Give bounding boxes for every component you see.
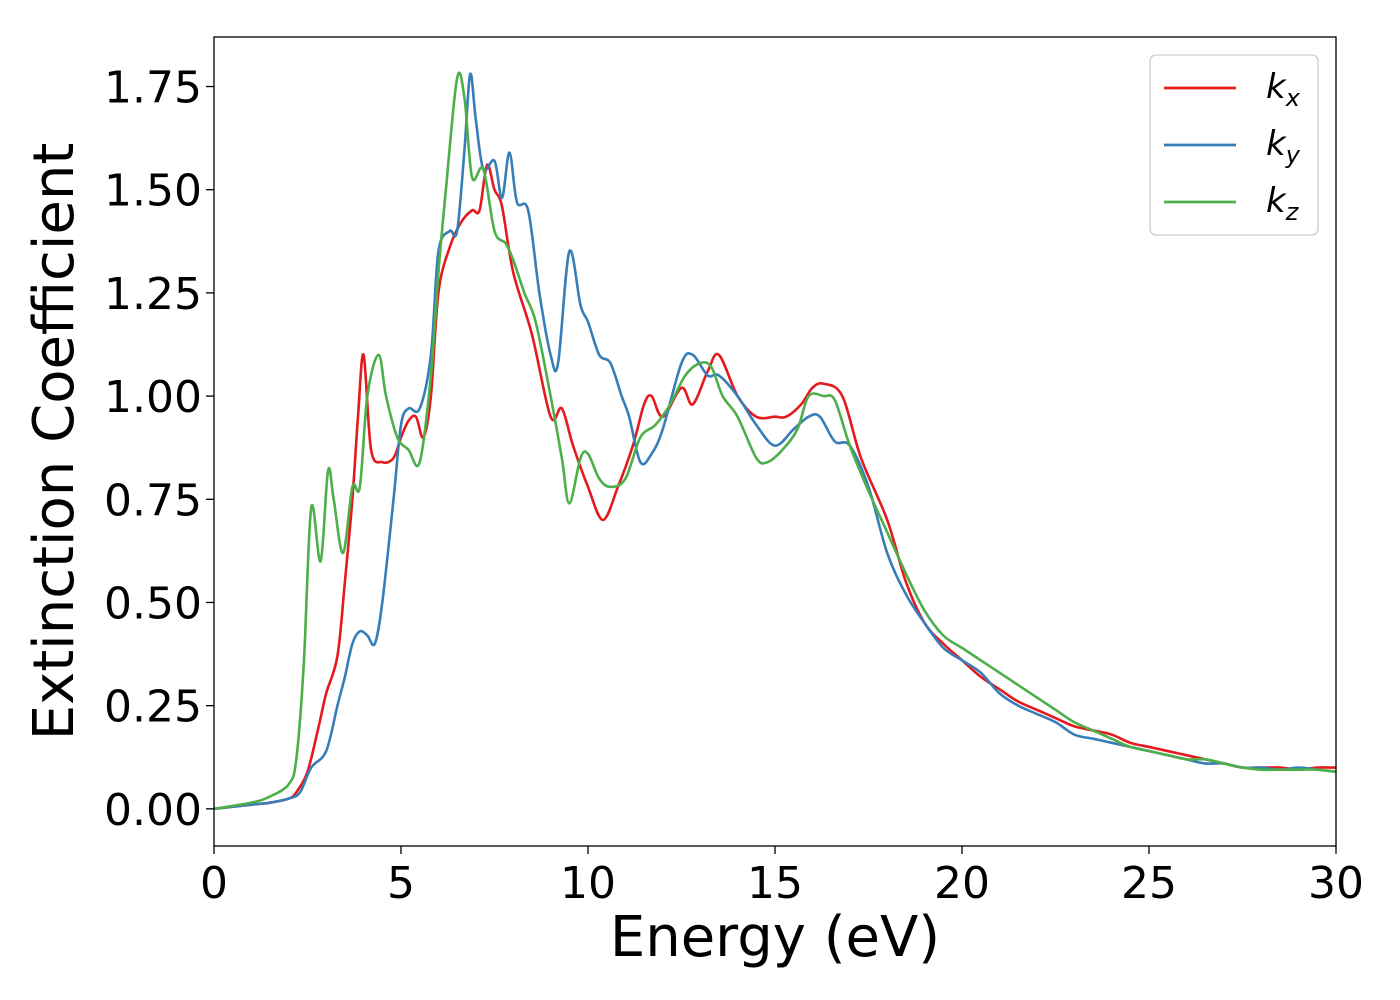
x-tick-label: 30 xyxy=(1308,858,1364,909)
y-tick-label: 1.00 xyxy=(104,372,202,423)
x-axis-label: Energy (eV) xyxy=(610,905,940,970)
y-tick-label: 0.75 xyxy=(104,475,202,526)
y-tick-label: 0.00 xyxy=(104,785,202,836)
x-tick-label: 15 xyxy=(747,858,803,909)
legend-entry-subscript: z xyxy=(1285,198,1300,226)
series-layer xyxy=(214,71,1336,811)
legend-entry-symbol: k xyxy=(1266,181,1287,221)
legend-entry-symbol: k xyxy=(1266,67,1287,107)
series-line-kz xyxy=(214,71,1336,811)
x-tick-label: 0 xyxy=(200,858,228,909)
legend-entry-kz: kz xyxy=(1266,181,1300,226)
series-line-ky xyxy=(214,72,1336,811)
y-tick-label: 0.25 xyxy=(104,682,202,733)
legend-entry-symbol: k xyxy=(1266,124,1287,164)
x-tick-label: 25 xyxy=(1121,858,1177,909)
y-axis-label: Extinction Coefficient xyxy=(22,143,87,741)
x-tick-label: 10 xyxy=(560,858,616,909)
y-tick-label: 1.25 xyxy=(104,269,202,320)
series-line-kx xyxy=(214,163,1336,811)
legend-entry-subscript: y xyxy=(1285,141,1301,169)
legend-entry-kx: kx xyxy=(1266,67,1301,112)
legend-entry-ky: ky xyxy=(1266,124,1301,169)
legend-entry-subscript: x xyxy=(1285,84,1301,112)
x-tick-label: 20 xyxy=(934,858,990,909)
y-tick-label: 1.75 xyxy=(104,63,202,114)
x-tick-label: 5 xyxy=(387,858,415,909)
y-tick-label: 1.50 xyxy=(104,166,202,217)
y-tick-label: 0.50 xyxy=(104,578,202,629)
ticks-layer: 0 5 10 15 20 25 30 0.00 0.25 0.50 0.75 1.00 1.25 1.50… xyxy=(104,63,1364,909)
